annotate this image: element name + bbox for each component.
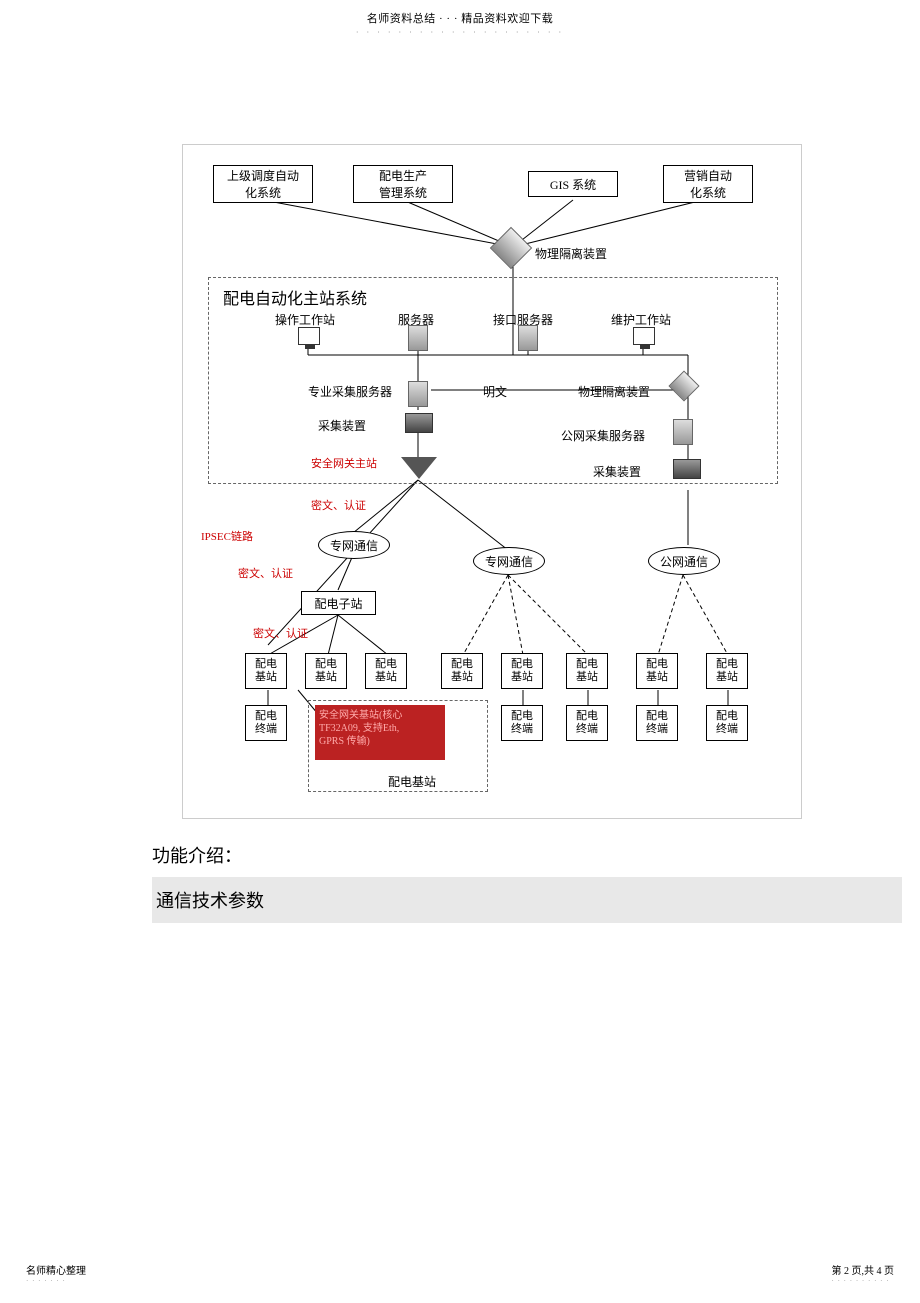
plaintext-label: 明文 — [483, 383, 507, 400]
node-gis: GIS 系统 — [528, 171, 618, 197]
collect-device-icon — [405, 413, 433, 438]
terminal-1: 配电终端 — [245, 705, 287, 741]
workstation-label: 操作工作站 — [275, 311, 335, 328]
maintain-station-icon — [633, 327, 655, 350]
base-6: 配电基站 — [566, 653, 608, 689]
cipher-auth-2: 密文、认证 — [238, 565, 293, 581]
collect-device-2-label: 采集装置 — [593, 463, 641, 480]
base-4: 配电基站 — [441, 653, 483, 689]
security-gateway-main-label: 安全网关主站 — [311, 455, 377, 471]
terminal-2: 配电终端 — [501, 705, 543, 741]
base-5: 配电基站 — [501, 653, 543, 689]
base-2: 配电基站 — [305, 653, 347, 689]
pro-collect-server-icon — [408, 381, 428, 412]
base-1: 配电基站 — [245, 653, 287, 689]
physical-isolation-icon — [496, 233, 526, 268]
red-box-caption: 配电基站 — [388, 773, 436, 790]
footer-left: 名师精心整理 · · · · · · · — [26, 1262, 86, 1285]
footer-right: 第 2 页,共 4 页 · · · · · · · · · · — [832, 1262, 895, 1285]
node-prod-mgmt: 配电生产管理系统 — [353, 165, 453, 203]
ipsec-link: IPSEC链路 — [201, 528, 253, 544]
page-header-dots: · · · · · · · · · · · · · · · · · · · · — [0, 28, 920, 37]
cipher-auth-1: 密文、认证 — [311, 497, 366, 513]
physical-isolation-2-icon — [673, 375, 695, 402]
pro-collect-server-label: 专业采集服务器 — [308, 383, 392, 400]
footer-left-dots: · · · · · · · — [26, 1277, 86, 1285]
public-collect-server-icon — [673, 419, 693, 450]
cipher-auth-3: 密文、认证 — [253, 625, 308, 641]
footer-left-text: 名师精心整理 — [26, 1262, 86, 1277]
terminal-3: 配电终端 — [566, 705, 608, 741]
terminal-5: 配电终端 — [706, 705, 748, 741]
substation: 配电子站 — [301, 591, 376, 615]
workstation-icon — [298, 327, 320, 350]
security-gateway-main-icon — [401, 457, 437, 484]
section-comm-params: 通信技术参数 — [152, 877, 902, 923]
maintain-station-label: 维护工作站 — [611, 311, 671, 328]
collect-device-label: 采集装置 — [318, 417, 366, 434]
main-station-title: 配电自动化主站系统 — [223, 285, 367, 309]
diagram-container: 上级调度自动化系统 配电生产管理系统 GIS 系统 营销自动化系统 物理隔离装置… — [182, 144, 802, 819]
terminal-4: 配电终端 — [636, 705, 678, 741]
cloud-private-1: 专网通信 — [318, 531, 390, 559]
footer-right-text: 第 2 页,共 4 页 — [832, 1262, 895, 1277]
cloud-public: 公网通信 — [648, 547, 720, 575]
base-8: 配电基站 — [706, 653, 748, 689]
base-3: 配电基站 — [365, 653, 407, 689]
node-marketing: 营销自动化系统 — [663, 165, 753, 203]
section-function-intro: 功能介绍： — [152, 842, 242, 868]
cloud-private-2: 专网通信 — [473, 547, 545, 575]
node-upper-dispatch: 上级调度自动化系统 — [213, 165, 313, 203]
footer-right-dots: · · · · · · · · · · — [832, 1277, 895, 1285]
physical-isolation-label: 物理隔离装置 — [535, 245, 607, 262]
collect-device-2-icon — [673, 459, 701, 484]
base-7: 配电基站 — [636, 653, 678, 689]
physical-isolation-2-label: 物理隔离装置 — [578, 383, 650, 400]
red-box: 安全网关基站(核心TF32A09, 支持Eth,GPRS 传输) — [315, 705, 445, 760]
page-header-title: 名师资料总结 · · · 精品资料欢迎下载 — [0, 0, 920, 26]
interface-server-icon — [518, 325, 538, 356]
server-icon — [408, 325, 428, 356]
public-collect-server-label: 公网采集服务器 — [561, 427, 645, 444]
